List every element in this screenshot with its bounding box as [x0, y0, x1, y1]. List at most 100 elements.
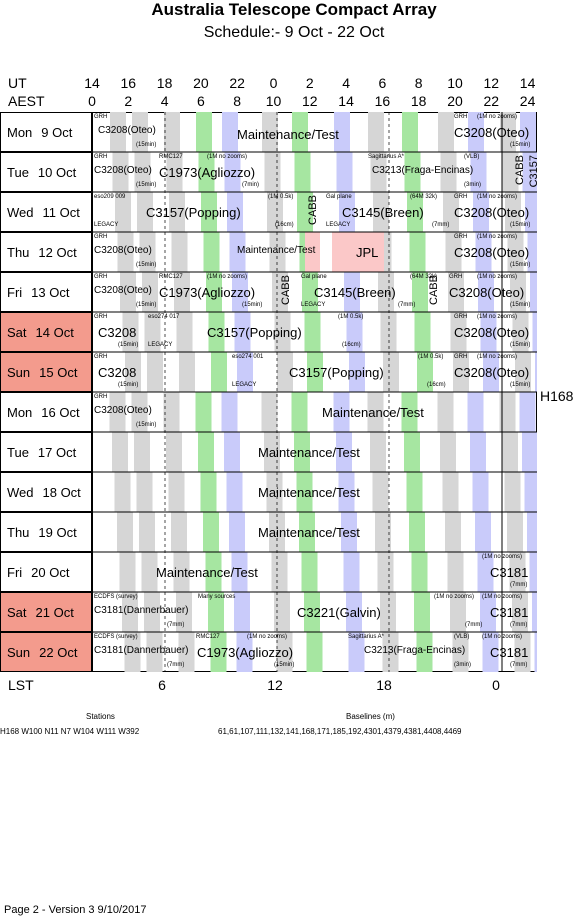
block-label: GRH: [454, 194, 468, 200]
stripe: [367, 392, 384, 432]
stripe: [166, 432, 182, 472]
stripe: [344, 272, 360, 312]
day-date: 11 Oct: [42, 205, 80, 220]
block-label: (1M no zooms): [207, 274, 248, 280]
stripe: [530, 272, 537, 312]
stripe: [532, 312, 537, 352]
stripe: [229, 512, 245, 552]
block-label: (1M no zooms): [477, 194, 518, 200]
block-label: LEGACY: [326, 222, 351, 228]
block-label: C3208(Oteo): [94, 285, 152, 296]
stripe: [274, 312, 291, 352]
stripe: [173, 552, 190, 592]
stripe: [382, 632, 399, 672]
vertical-block-label: CABB: [428, 275, 440, 305]
vertical-block-label: CABB: [280, 275, 292, 305]
day-name: Tue: [7, 165, 29, 180]
aest-tick-label: 18: [410, 93, 427, 109]
stripe: [470, 152, 487, 192]
stripe: [343, 552, 360, 592]
day-label-4: Fri 13 Oct: [0, 272, 92, 312]
ut-tick-label: 4: [342, 75, 350, 91]
stripe: [453, 352, 469, 392]
stripe: [532, 592, 537, 632]
stripe: [450, 592, 466, 632]
block-label: C1973(Agliozzo): [159, 285, 256, 300]
block-label: Maintenance/Test: [258, 445, 360, 460]
stripe: [473, 192, 489, 232]
stripe: [509, 552, 526, 592]
stripe: [262, 112, 278, 152]
stripe: [171, 232, 188, 272]
stripe: [206, 272, 222, 312]
day-name: Mon: [7, 405, 33, 420]
block-label: GRH: [94, 114, 108, 120]
block-label: C3181: [490, 565, 529, 580]
stripe: [125, 352, 141, 392]
stripe: [383, 352, 399, 392]
aest-tick-label: 8: [233, 93, 242, 109]
block-label: C3181: [490, 645, 529, 660]
day-label-9: Wed 18 Oct: [0, 472, 92, 512]
day-label-2: Wed 11 Oct: [0, 192, 92, 232]
stripe: [195, 392, 212, 432]
block-label: C3208(Oteo): [94, 405, 152, 416]
ut-tick-label: 18: [156, 75, 173, 91]
lst-tick-label: 12: [267, 677, 283, 693]
block-label: (15min): [118, 382, 139, 388]
day-date: 20 Oct: [31, 565, 70, 580]
block-label: RMC127: [159, 274, 183, 280]
stripe: [368, 112, 384, 152]
stripe: [412, 272, 428, 312]
block-label: (1M no zooms): [434, 594, 475, 600]
block-label: (7mm): [510, 662, 528, 668]
stripe: [144, 312, 161, 352]
stripe: [234, 592, 250, 632]
day-label-11: Fri 20 Oct: [0, 552, 92, 592]
stripe: [301, 552, 318, 592]
stripe: [237, 352, 253, 392]
stripe: [112, 432, 128, 472]
stripe: [131, 392, 148, 432]
block-label: (15min): [136, 182, 157, 188]
stripe: [117, 512, 133, 552]
day-label-12: Sat 21 Oct: [0, 592, 92, 632]
ut-tick-label: 16: [120, 75, 137, 91]
block-label: LEGACY: [148, 342, 173, 348]
stripe: [417, 352, 433, 392]
block-label: (64M 32k): [410, 274, 438, 280]
aest-tick-label: 16: [374, 93, 391, 109]
block-label: GRH: [94, 154, 108, 160]
aest-tick-label: 22: [483, 93, 500, 109]
stripe: [467, 392, 484, 432]
page-title: Australia Telescope Compact Array: [151, 0, 437, 19]
stripe: [409, 512, 425, 552]
block-label: C3208(Oteo): [449, 285, 525, 300]
stripe: [452, 632, 469, 672]
stripe: [109, 392, 126, 432]
day-label-3: Thu 12 Oct: [0, 232, 92, 272]
ut-tick-label: 10: [447, 75, 463, 91]
stripe: [110, 112, 126, 152]
block-label: (7mm): [398, 302, 416, 308]
stripe: [377, 552, 394, 592]
stripe: [304, 312, 321, 352]
stripe: [119, 552, 136, 592]
stripe: [307, 352, 323, 392]
block-label: GRH: [454, 114, 468, 120]
stripe: [205, 552, 222, 592]
day-label-5: Sat 14 Oct: [0, 312, 92, 352]
block-label: GRH: [94, 394, 108, 400]
lst-axis-label: LST: [8, 677, 34, 693]
stripe: [171, 512, 187, 552]
day-date: 13 Oct: [31, 285, 70, 300]
block-label: (1M 0.5k): [338, 314, 364, 320]
stripe: [341, 512, 357, 552]
block-label: (15min): [136, 262, 157, 268]
stripe: [198, 432, 214, 472]
block-label: Sagittarius A*: [348, 634, 385, 640]
stripe: [136, 472, 153, 512]
block-label: (15min): [136, 302, 157, 308]
stripe: [375, 512, 391, 552]
stripe: [221, 392, 238, 432]
